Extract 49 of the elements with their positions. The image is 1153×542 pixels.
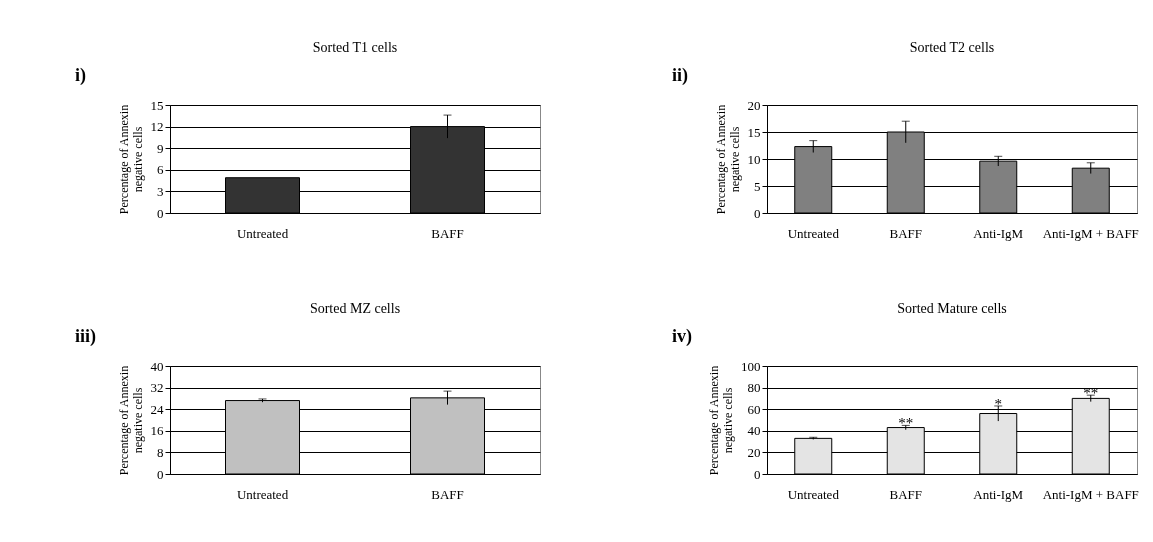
y-axis-title: Percentage of Annexin negative cells (713, 104, 742, 215)
y-tick-label: 0 (754, 205, 761, 221)
y-tick-label: 16 (150, 423, 164, 439)
y-tick-label: 20 (747, 444, 761, 460)
y-tick-label: 15 (747, 124, 761, 140)
chart-title: Sorted T2 cells (909, 40, 995, 55)
y-tick-label: 10 (747, 151, 761, 167)
y-tick-label: 40 (747, 423, 761, 439)
y-tick-label: 0 (754, 466, 761, 482)
chart-title: Sorted MZ cells (309, 301, 401, 316)
y-tick-label: 0 (157, 205, 164, 221)
y-axis-title: Percentage of Annexin negative cells (116, 365, 145, 476)
y-axis-title: Percentage of Annexin negative cells (116, 104, 145, 215)
y-tick-label: 60 (747, 401, 761, 417)
x-tick-label: Anti-IgM (973, 225, 1024, 241)
y-tick-label: 15 (150, 97, 164, 113)
y-tick-label: 3 (157, 183, 164, 199)
y-tick-label: 6 (157, 162, 164, 178)
x-tick-label: BAFF (431, 225, 464, 241)
x-tick-label: Untreated (787, 225, 840, 241)
y-tick-label: 80 (747, 380, 761, 396)
text: ii) (672, 65, 688, 86)
y-tick-label: 12 (150, 119, 164, 135)
y-tick-label: 40 (150, 358, 164, 374)
x-tick-label: BAFF (889, 225, 923, 241)
y-tick-label: 8 (157, 444, 164, 460)
chart-title: Sorted Mature cells (897, 301, 1007, 316)
x-tick-label: Anti-IgM + BAFF (1042, 486, 1139, 502)
y-axis-title: Percentage of Annexin negative cells (707, 365, 735, 476)
x-tick-label: BAFF (431, 486, 464, 502)
annotation: ** (898, 415, 914, 432)
x-tick-label: Anti-IgM + BAFF (1042, 225, 1139, 241)
y-tick-label: 20 (747, 97, 761, 113)
y-tick-label: 0 (157, 466, 164, 482)
y-tick-label: 5 (754, 178, 761, 194)
x-tick-label: BAFF (889, 486, 923, 502)
y-tick-label: 32 (150, 380, 164, 396)
text: i) (75, 65, 86, 86)
text: iii) (75, 326, 96, 347)
x-tick-label: Anti-IgM (973, 486, 1024, 502)
y-tick-label: 24 (150, 401, 164, 417)
x-tick-label: Untreated (236, 225, 289, 241)
x-tick-label: Untreated (787, 486, 840, 502)
x-tick-label: Untreated (236, 486, 289, 502)
annotation: * (994, 395, 1002, 412)
y-tick-label: 100 (741, 358, 761, 374)
y-tick-label: 9 (157, 140, 164, 156)
text: iv) (672, 326, 692, 347)
chart-title: Sorted T1 cells (312, 40, 398, 55)
